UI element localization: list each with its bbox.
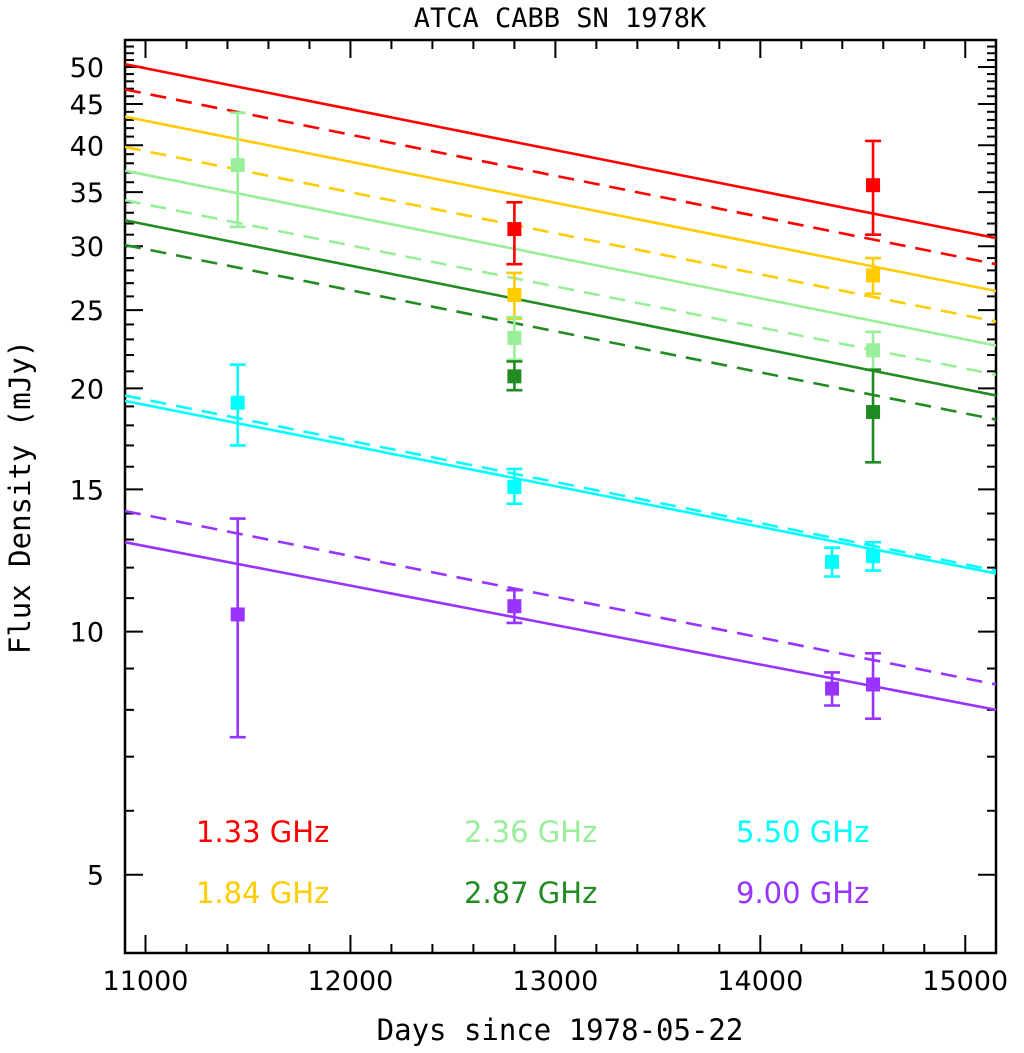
point-marker	[507, 369, 522, 384]
y-tick-label: 40	[70, 131, 104, 162]
data-point	[865, 540, 882, 572]
data-point	[506, 588, 523, 625]
data-point	[824, 546, 841, 578]
fit-line-dashed	[125, 243, 996, 421]
data-point	[229, 517, 246, 739]
y-tick-label: 25	[70, 296, 104, 327]
legend-entry: 9.00 GHz	[736, 876, 869, 910]
point-marker	[866, 677, 881, 692]
data-point	[865, 330, 882, 371]
data-point	[229, 363, 246, 447]
x-tick-label: 14000	[717, 966, 803, 997]
y-tick-label: 15	[70, 475, 104, 506]
fit-line-dashed	[125, 145, 996, 323]
point-marker	[230, 607, 245, 622]
data-point	[229, 111, 246, 229]
legend-entry: 2.87 GHz	[464, 876, 597, 910]
y-tick-label: 20	[70, 374, 104, 405]
x-tick-label: 11000	[103, 966, 189, 997]
data-point	[865, 368, 882, 464]
fit-lines	[125, 62, 996, 712]
point-marker	[230, 395, 245, 410]
point-marker	[866, 343, 881, 358]
x-tick-label: 15000	[922, 966, 1008, 997]
chart-title: ATCA CABB SN 1978K	[414, 3, 707, 34]
data-point	[824, 671, 841, 707]
y-tick-label: 50	[70, 53, 104, 84]
x-axis-title: Days since 1978-05-22	[377, 1013, 744, 1047]
point-marker	[507, 330, 522, 345]
plot-frame	[123, 38, 998, 955]
legend-entry: 5.50 GHz	[736, 815, 869, 849]
point-marker	[507, 288, 522, 303]
y-tick-label: 30	[70, 232, 104, 263]
legend-entry: 2.36 GHz	[464, 815, 597, 849]
data-point	[506, 271, 523, 320]
y-axis-title: Flux Density (mJy)	[3, 340, 37, 654]
data-point	[506, 360, 523, 392]
data-point	[865, 256, 882, 296]
fit-line-dashed	[125, 509, 996, 686]
fit-line-solid	[125, 115, 996, 293]
point-marker	[866, 404, 881, 419]
point-marker	[825, 554, 840, 569]
fit-line-solid	[125, 399, 996, 575]
fit-line-solid	[125, 169, 996, 347]
legend: 1.33 GHz 1.84 GHz 2.36 GHz 2.87 GHz 5.50 GHz…	[196, 815, 869, 910]
point-marker	[230, 158, 245, 173]
data-point	[865, 651, 882, 721]
y-tick-label: 35	[70, 178, 104, 209]
point-marker	[507, 222, 522, 237]
y-tick-label: 10	[70, 618, 104, 649]
y-tick-label: 45	[70, 90, 104, 121]
x-tick-label: 12000	[307, 966, 393, 997]
axis-ticks: 11000 12000 13000 14000 15000 5 10 15 20 25 30 35 40…	[70, 39, 1008, 997]
legend-entry: 1.84 GHz	[196, 876, 329, 910]
point-marker	[866, 268, 881, 283]
data-point	[506, 200, 523, 266]
fit-line-solid	[125, 219, 996, 397]
fit-line-solid	[125, 62, 996, 240]
fit-line-dashed	[125, 88, 996, 266]
legend-entry: 1.33 GHz	[196, 815, 329, 849]
fit-line-dashed	[125, 394, 996, 572]
y-tick-label: 5	[87, 861, 104, 892]
data-point	[506, 467, 523, 505]
point-marker	[866, 549, 881, 564]
data-points	[229, 111, 882, 739]
data-point	[506, 315, 523, 362]
point-marker	[507, 599, 522, 614]
point-marker	[507, 480, 522, 495]
fit-line-dashed	[125, 198, 996, 376]
data-point	[865, 139, 882, 236]
point-marker	[866, 178, 881, 193]
fit-line-solid	[125, 540, 996, 712]
x-tick-label: 13000	[512, 966, 598, 997]
point-marker	[825, 681, 840, 696]
